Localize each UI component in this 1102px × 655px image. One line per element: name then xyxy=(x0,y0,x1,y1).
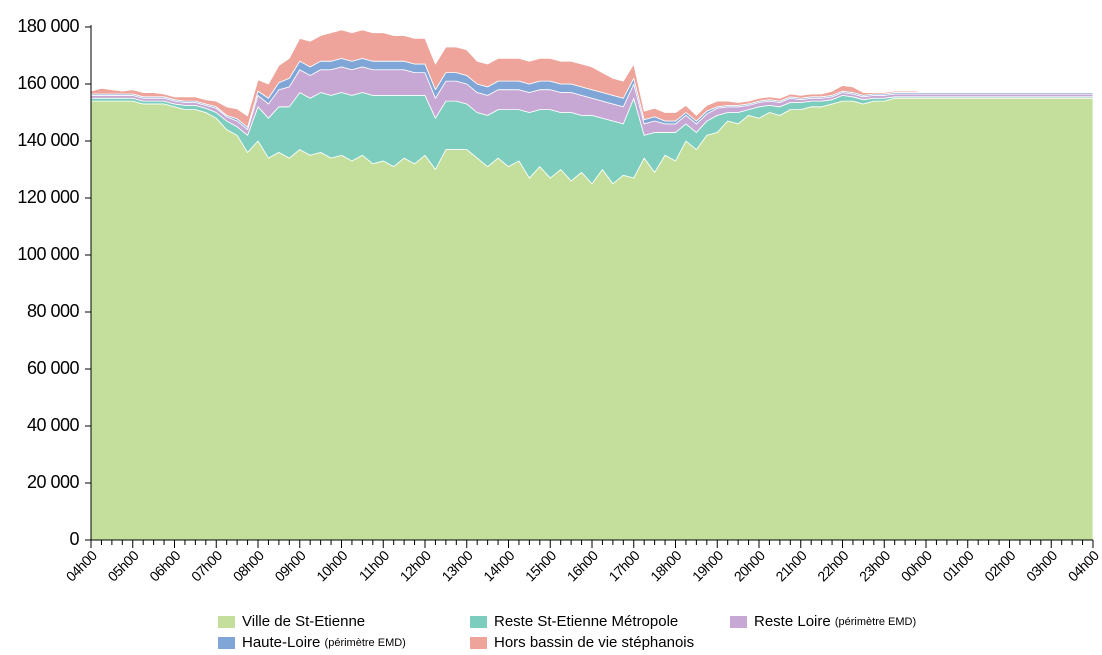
y-tick-label: 140 000 xyxy=(17,130,79,150)
x-tick-label: 09h00 xyxy=(271,547,309,585)
x-tick-label: 16h00 xyxy=(564,547,602,585)
y-tick-label: 120 000 xyxy=(17,187,79,207)
x-tick-label: 05h00 xyxy=(104,547,142,585)
legend-swatch xyxy=(730,616,747,628)
x-tick-label: 01h00 xyxy=(939,547,977,585)
legend-label: Reste Loire (périmètre EMD) xyxy=(754,613,916,630)
x-tick-label: 04h00 xyxy=(63,547,101,585)
x-tick-label: 07h00 xyxy=(188,547,226,585)
x-tick-label: 03h00 xyxy=(1023,547,1061,585)
legend-swatch xyxy=(218,637,235,649)
x-tick-label: 00h00 xyxy=(898,547,936,585)
x-tick-label: 20h00 xyxy=(731,547,769,585)
y-tick-label: 0 xyxy=(69,529,79,549)
x-tick-label: 10h00 xyxy=(313,547,351,585)
y-tick-label: 180 000 xyxy=(17,16,79,36)
x-tick-label: 11h00 xyxy=(356,547,393,584)
x-tick-label: 17h00 xyxy=(605,547,643,585)
x-tick-label: 19h00 xyxy=(689,547,727,585)
y-tick-label: 160 000 xyxy=(17,73,79,93)
x-tick-label: 21h00 xyxy=(772,547,810,585)
x-tick-label: 08h00 xyxy=(230,547,268,585)
x-tick-label: 12h00 xyxy=(397,547,435,585)
legend-label: Ville de St-Etienne xyxy=(242,613,365,630)
area xyxy=(90,29,1094,128)
x-tick-label: 15h00 xyxy=(522,547,560,585)
y-tick-label: 80 000 xyxy=(27,301,80,321)
legend-swatch xyxy=(218,616,235,628)
legend-label: Hors bassin de vie stéphanois xyxy=(494,634,694,651)
legend-label: Haute-Loire (périmètre EMD) xyxy=(242,634,406,651)
legend-swatch xyxy=(470,616,487,628)
x-tick-label: 02h00 xyxy=(981,547,1019,585)
legend-swatch xyxy=(470,637,487,649)
x-tick-label: 06h00 xyxy=(146,547,184,585)
x-tick-label: 14h00 xyxy=(480,547,518,585)
y-tick-label: 40 000 xyxy=(27,415,80,435)
legend-label: Reste St-Etienne Métropole xyxy=(494,613,678,630)
x-tick-label: 18h00 xyxy=(647,547,685,585)
y-tick-label: 20 000 xyxy=(27,472,80,492)
x-tick-label: 23h00 xyxy=(856,547,894,585)
x-tick-label: 04h00 xyxy=(1065,547,1102,585)
y-tick-label: 60 000 xyxy=(27,358,80,378)
y-tick-label: 100 000 xyxy=(17,244,79,264)
x-tick-label: 22h00 xyxy=(814,547,852,585)
x-tick-label: 13h00 xyxy=(438,547,476,585)
